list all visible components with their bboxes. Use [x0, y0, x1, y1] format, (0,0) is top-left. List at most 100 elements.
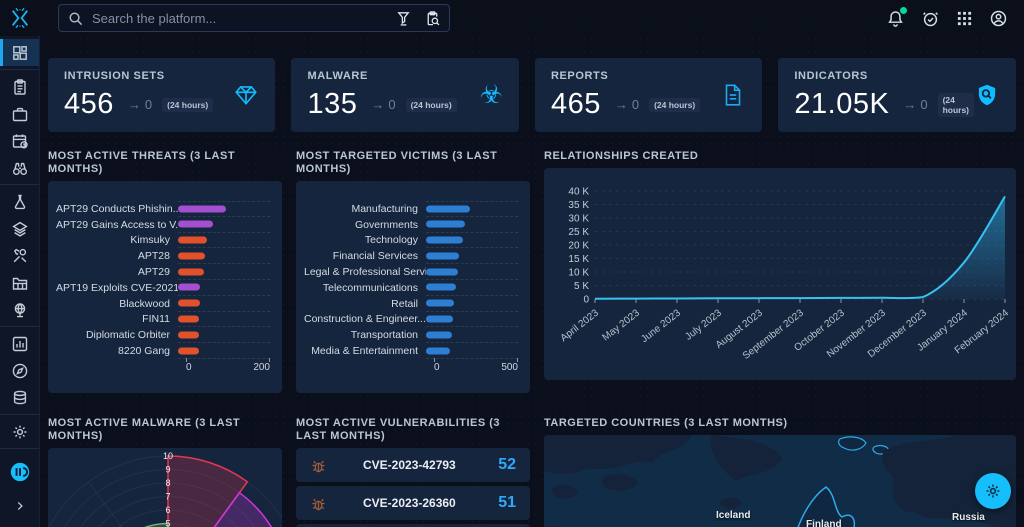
- bar[interactable]: [426, 252, 460, 260]
- trend-arrow-icon: →: [371, 97, 385, 112]
- sidebar-item-investigations[interactable]: [0, 357, 39, 384]
- filigran-logo[interactable]: [9, 461, 31, 488]
- bar-track: [178, 327, 270, 344]
- sidebar-item-cases[interactable]: [0, 100, 39, 127]
- bar-row: FIN11: [56, 312, 270, 328]
- stat-delta-value: 0: [144, 97, 153, 112]
- polar-sector[interactable]: [167, 455, 249, 527]
- widget-most-active-threats: MOST ACTIVE THREATS (3 LAST MONTHS) APT2…: [48, 150, 282, 393]
- vulnerability-row[interactable]: CVE-2023-26360 51: [296, 486, 530, 520]
- bar[interactable]: [178, 347, 199, 355]
- stat-period-badge: (24 hours): [405, 97, 457, 112]
- most-active-threats-chart[interactable]: APT29 Conducts Phishin... APT29 Gains Acc…: [48, 181, 282, 393]
- sidebar-collapse-button[interactable]: [12, 498, 28, 519]
- bar-category-label: Blackwood: [119, 297, 170, 310]
- bar-row: Retail: [304, 296, 518, 312]
- svg-text:July 2023: July 2023: [683, 307, 724, 342]
- bar-row: Media & Entertainment: [304, 343, 518, 359]
- stat-card-intrusion-sets[interactable]: INTRUSION SETS 456 → 0 (24 hours): [48, 58, 276, 132]
- bar[interactable]: [178, 299, 201, 307]
- sidebar-item-analyses[interactable]: [0, 73, 39, 100]
- cve-id: CVE-2023-42793: [363, 458, 456, 472]
- bar-row: APT28: [56, 248, 270, 265]
- bulk-search-icon[interactable]: [395, 10, 412, 27]
- sidebar-item-techniques[interactable]: [0, 242, 39, 269]
- sidebar-item-threats[interactable]: [0, 188, 39, 215]
- most-active-malware-chart[interactable]: 109876543: [48, 448, 282, 527]
- bar[interactable]: [178, 252, 205, 260]
- dashboard-settings-fab[interactable]: [975, 473, 1011, 509]
- sidebar-item-entities[interactable]: [0, 269, 39, 296]
- bar[interactable]: [178, 205, 227, 213]
- alarm-check-icon[interactable]: [921, 9, 940, 28]
- bar[interactable]: [178, 315, 200, 323]
- bar-category-label: Retail: [391, 297, 418, 310]
- sidebar-item-settings[interactable]: [0, 418, 39, 445]
- bar[interactable]: [426, 331, 452, 339]
- sidebar-item-arsenal[interactable]: [0, 215, 39, 242]
- investigations-icon: [12, 363, 27, 378]
- bar-row: APT29: [56, 264, 270, 280]
- polar-sector[interactable]: [168, 491, 282, 527]
- sidebar-item-dashboard[interactable]: [0, 39, 39, 66]
- bar[interactable]: [426, 315, 453, 323]
- notifications-bell-icon[interactable]: [886, 6, 907, 28]
- sidebar-item-locations[interactable]: [0, 296, 39, 323]
- stat-card-indicators[interactable]: INDICATORS 21.05K → 0 (24 hours): [778, 58, 1016, 132]
- sidebar-item-events[interactable]: [0, 127, 39, 154]
- sidebar-item-observations[interactable]: [0, 154, 39, 181]
- bar[interactable]: [426, 220, 465, 228]
- stat-card-reports[interactable]: REPORTS 465 → 0 (24 hours): [534, 58, 763, 132]
- bar-track: [178, 296, 270, 312]
- bar[interactable]: [178, 236, 207, 244]
- stat-icon-wrap: ☣: [480, 70, 503, 120]
- widget-title: MOST ACTIVE VULNERABILITIES (3 LAST MONT…: [296, 417, 501, 442]
- bar-row: Kimsuky: [56, 233, 270, 249]
- relationships-created-chart[interactable]: 0 5 K 10 K 15 K 20 K 25 K 30 K 35 K 40 K April 20…: [544, 168, 1016, 380]
- bar-category-label: Manufacturing: [351, 202, 418, 215]
- bar[interactable]: [178, 220, 213, 228]
- header-actions: [886, 6, 1024, 28]
- bar-track: [426, 264, 518, 280]
- bar-category-label: APT28: [137, 250, 170, 263]
- bar-row: Diplomatic Orbiter: [56, 327, 270, 344]
- widget-most-active-vulnerabilities: MOST ACTIVE VULNERABILITIES (3 LAST MONT…: [296, 417, 530, 527]
- bar[interactable]: [426, 268, 459, 276]
- account-icon[interactable]: [989, 9, 1008, 28]
- x-axis: 0 200: [56, 357, 270, 373]
- opencti-logo[interactable]: [0, 5, 40, 31]
- sidebar-item-dashboards[interactable]: [0, 330, 39, 357]
- apps-grid-icon[interactable]: [956, 10, 973, 27]
- most-targeted-victims-chart[interactable]: Manufacturing Governments Technology Financ…: [296, 181, 530, 393]
- report-icon: [726, 84, 741, 106]
- bar-row: Legal & Professional Servi...: [304, 264, 518, 280]
- bar[interactable]: [178, 283, 201, 291]
- bar[interactable]: [426, 205, 471, 213]
- stat-value: 21.05K: [794, 88, 890, 120]
- sidebar-item-data[interactable]: [0, 384, 39, 411]
- bar[interactable]: [426, 347, 450, 355]
- bar[interactable]: [426, 283, 457, 291]
- widgets-row-2: MOST ACTIVE MALWARE (3 LAST MONTHS) 10 9 8…: [48, 417, 1016, 527]
- cve-count: 52: [498, 456, 516, 473]
- bar[interactable]: [178, 268, 205, 276]
- targeted-countries-map[interactable]: Canada Iceland Norway Finland Russia: [544, 435, 1016, 527]
- techniques-icon: [13, 248, 26, 262]
- polar-sector[interactable]: [128, 522, 169, 527]
- x-axis: 0 500: [304, 357, 518, 373]
- bar[interactable]: [426, 299, 454, 307]
- stat-card-malware[interactable]: MALWARE 135 → 0 (24 hours) ☣: [291, 58, 519, 132]
- bar[interactable]: [426, 236, 463, 244]
- vulnerability-row[interactable]: CVE-2023-42793 52: [296, 448, 530, 482]
- stat-icon-wrap: [720, 70, 746, 120]
- bar[interactable]: [178, 331, 199, 339]
- bar-category-label: Legal & Professional Servi...: [304, 266, 426, 279]
- search-input[interactable]: [92, 10, 383, 26]
- advanced-search-icon[interactable]: [424, 10, 441, 27]
- trend-arrow-icon: →: [127, 97, 141, 112]
- bar-category-label: APT29 Gains Access to V...: [56, 218, 178, 231]
- search-bar[interactable]: [58, 4, 450, 32]
- vulnerability-row[interactable]: CVE-2023-3883131: [296, 524, 530, 527]
- polar-chart-svg: 109876543: [48, 451, 282, 527]
- sidebar-group: [0, 185, 39, 327]
